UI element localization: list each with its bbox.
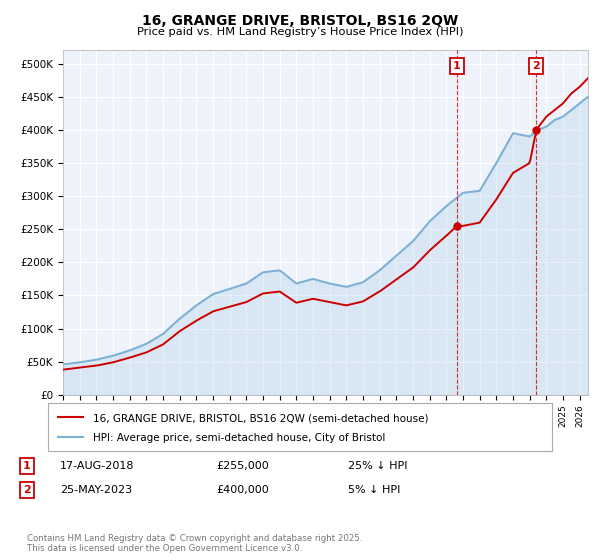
Text: 1: 1 [453, 61, 461, 71]
Text: 16, GRANGE DRIVE, BRISTOL, BS16 2QW: 16, GRANGE DRIVE, BRISTOL, BS16 2QW [142, 14, 458, 28]
Text: 5% ↓ HPI: 5% ↓ HPI [348, 485, 400, 495]
Text: £255,000: £255,000 [216, 461, 269, 471]
Text: Price paid vs. HM Land Registry’s House Price Index (HPI): Price paid vs. HM Land Registry’s House … [137, 27, 463, 37]
Text: £400,000: £400,000 [216, 485, 269, 495]
Text: 25-MAY-2023: 25-MAY-2023 [60, 485, 132, 495]
FancyBboxPatch shape [48, 403, 552, 451]
Text: 2: 2 [532, 61, 540, 71]
Text: 2: 2 [23, 485, 31, 495]
Text: 1: 1 [23, 461, 31, 471]
Text: HPI: Average price, semi-detached house, City of Bristol: HPI: Average price, semi-detached house,… [94, 433, 386, 444]
Text: 17-AUG-2018: 17-AUG-2018 [60, 461, 134, 471]
Text: 16, GRANGE DRIVE, BRISTOL, BS16 2QW (semi-detached house): 16, GRANGE DRIVE, BRISTOL, BS16 2QW (sem… [94, 413, 429, 423]
Text: Contains HM Land Registry data © Crown copyright and database right 2025.
This d: Contains HM Land Registry data © Crown c… [27, 534, 362, 553]
Text: 25% ↓ HPI: 25% ↓ HPI [348, 461, 407, 471]
